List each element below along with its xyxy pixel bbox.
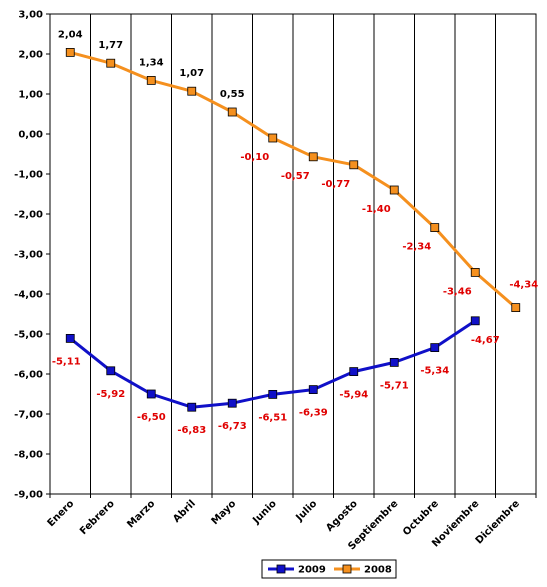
legend-swatch-marker-2009 <box>276 564 286 574</box>
x-tick-label: Febrero <box>78 498 117 537</box>
series-layer <box>65 48 521 412</box>
point-2008-Enero <box>65 48 75 57</box>
data-label-2008-Enero: 2,04 <box>58 29 83 40</box>
point-2008-Agosto <box>349 160 359 170</box>
data-label-2008-Febrero: 1,77 <box>98 40 123 51</box>
point-2008-Noviembre <box>470 267 480 277</box>
point-2009-Junio <box>268 389 278 399</box>
data-label-2009-Noviembre: -4,67 <box>471 335 500 346</box>
y-tick-label: 0,00 <box>18 130 43 141</box>
data-label-2009-Octubre: -5,34 <box>420 366 449 377</box>
data-label-2009-Mayo: -6,73 <box>218 421 247 432</box>
x-tick-label: Marzo <box>125 498 157 530</box>
point-2008-Febrero <box>106 58 116 68</box>
point-2008-Septiembre <box>389 185 399 195</box>
point-2009-Noviembre <box>470 316 480 326</box>
data-labels-layer: -5,11 -5,92 -6,50 -6,83 -6,73 -6,51 -6,39 -5,94… <box>52 29 538 436</box>
data-label-2009-Junio: -6,51 <box>258 412 287 423</box>
x-tick-label: Agosto <box>324 498 360 534</box>
x-tick-label: Junio <box>250 498 279 527</box>
data-label-2008-Noviembre: -3,46 <box>443 286 472 297</box>
y-tick-label: -6,00 <box>14 370 43 381</box>
y-tick-label: -3,00 <box>14 250 43 261</box>
data-label-2009-Abril: -6,83 <box>177 425 206 436</box>
legend-box <box>261 559 397 579</box>
point-2009-Marzo <box>146 389 156 399</box>
point-2009-Abril <box>187 402 197 412</box>
x-tick-label: Enero <box>46 498 77 529</box>
data-label-2009-Septiembre: -5,71 <box>380 380 409 391</box>
point-2008-Marzo <box>146 76 156 85</box>
point-2009-Febrero <box>106 366 116 376</box>
legend: 2009 2008 <box>261 559 397 579</box>
point-2009-Agosto <box>349 367 359 377</box>
y-tick-label: -4,00 <box>14 290 43 301</box>
legend-label-2008: 2008 <box>364 565 392 576</box>
point-2008-Junio <box>268 133 278 143</box>
y-tick-label: -1,00 <box>14 170 43 181</box>
y-axis-tick-labels: 3,00 2,00 1,00 0,00 -1,00 -2,00 -3,00 -4,00 -5,0… <box>14 10 50 501</box>
x-tick-label: Julio <box>294 498 320 524</box>
y-tick-label: 2,00 <box>18 50 43 61</box>
series-line-2008 <box>69 50 517 309</box>
point-2008-Julio <box>308 152 318 162</box>
y-tick-label: -9,00 <box>14 490 43 501</box>
x-tick-label: Mayo <box>210 498 239 527</box>
point-2008-Diciembre <box>511 303 521 313</box>
data-label-2008-Mayo: 0,55 <box>220 89 245 100</box>
data-label-2008-Junio: -0,10 <box>240 152 269 163</box>
x-tick-label: Diciembre <box>474 498 522 546</box>
x-tick-label: Abril <box>171 498 198 525</box>
point-2009-Septiembre <box>389 357 399 367</box>
data-label-2008-Octubre: -2,34 <box>402 242 431 253</box>
point-2008-Mayo <box>227 107 237 117</box>
y-tick-label: -8,00 <box>14 450 43 461</box>
grid-lines <box>90 14 496 494</box>
data-label-2009-Agosto: -5,94 <box>339 390 368 401</box>
point-2009-Mayo <box>227 398 237 408</box>
data-label-2008-Agosto: -0,77 <box>321 179 350 190</box>
point-2008-Abril <box>187 86 197 96</box>
data-label-2008-Septiembre: -1,40 <box>362 204 391 215</box>
point-2009-Octubre <box>430 343 440 353</box>
data-label-2008-Julio: -0,57 <box>281 171 310 182</box>
y-tick-label: -7,00 <box>14 410 43 421</box>
x-tick-label: Octubre <box>401 498 441 538</box>
y-tick-label: -2,00 <box>14 210 43 221</box>
data-label-2008-Abril: 1,07 <box>179 68 204 79</box>
y-tick-label: 3,00 <box>18 10 43 21</box>
x-axis-tick-labels: Enero Febrero Marzo Abril Mayo Junio Julio Agos… <box>46 494 537 552</box>
data-label-2009-Julio: -6,39 <box>299 408 328 419</box>
y-tick-label: -5,00 <box>14 330 43 341</box>
point-2009-Enero <box>65 333 75 343</box>
legend-label-2009: 2009 <box>298 565 326 576</box>
data-label-2009-Enero: -5,11 <box>52 356 81 367</box>
point-2008-Octubre <box>430 223 440 233</box>
data-label-2008-Diciembre: -4,34 <box>509 280 538 291</box>
data-label-2009-Marzo: -6,50 <box>137 412 166 423</box>
data-label-2009-Febrero: -5,92 <box>96 389 125 400</box>
point-2009-Julio <box>308 385 318 395</box>
data-label-2008-Marzo: 1,34 <box>139 57 164 68</box>
legend-swatch-marker-2008 <box>342 564 352 574</box>
y-tick-label: 1,00 <box>18 90 43 101</box>
